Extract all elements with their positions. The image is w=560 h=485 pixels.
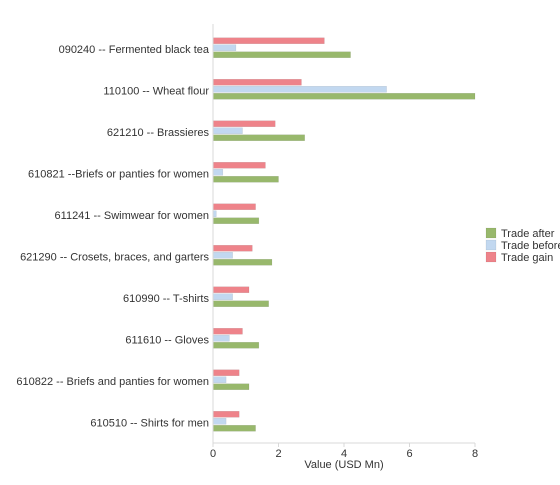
bar-trade-gain[interactable] [212, 37, 325, 44]
bar-trade-before[interactable] [212, 376, 227, 383]
legend-swatch-trade-after[interactable] [485, 227, 497, 239]
legend-swatch-trade-gain[interactable] [485, 251, 497, 263]
legend-swatch-trade-before[interactable] [485, 239, 497, 251]
bar-trade-gain[interactable] [212, 203, 256, 210]
x-tick-label: 8 [472, 448, 478, 460]
bar-trade-before[interactable] [212, 293, 233, 300]
bar-trade-gain[interactable] [212, 369, 240, 376]
category-label: 110100 -- Wheat flour [103, 85, 209, 97]
bar-trade-after[interactable] [212, 93, 476, 100]
category-label: 090240 -- Fermented black tea [59, 44, 210, 56]
category-label: 610990 -- T-shirts [123, 293, 210, 305]
bar-trade-after[interactable] [212, 51, 351, 58]
category-label: 610822 -- Briefs and panties for women [16, 376, 209, 388]
legend-label-trade-gain[interactable]: Trade gain [501, 252, 553, 264]
x-tick-label: 4 [341, 448, 347, 460]
x-tick-label: 0 [210, 448, 216, 460]
bar-trade-after[interactable] [212, 176, 279, 183]
bar-trade-after[interactable] [212, 425, 256, 432]
bar-trade-gain[interactable] [212, 411, 240, 418]
bar-trade-gain[interactable] [212, 245, 253, 252]
bar-trade-before[interactable] [212, 418, 227, 425]
bar-trade-before[interactable] [212, 169, 224, 176]
category-label: 610510 -- Shirts for men [90, 417, 209, 429]
bar-trade-gain[interactable] [212, 79, 302, 86]
bar-trade-before[interactable] [212, 86, 387, 93]
bar-trade-after[interactable] [212, 383, 250, 390]
category-label: 621290 -- Crosets, braces, and garters [20, 251, 209, 263]
category-label: 621210 -- Brassieres [107, 127, 210, 139]
bar-trade-after[interactable] [212, 300, 269, 307]
category-label: 611610 -- Gloves [125, 334, 209, 346]
x-tick-label: 2 [275, 448, 281, 460]
bar-trade-after[interactable] [212, 217, 260, 224]
bar-trade-before[interactable] [212, 252, 233, 259]
legend-label-trade-before[interactable]: Trade before [501, 240, 560, 252]
bar-trade-gain[interactable] [212, 162, 266, 169]
category-label: 611241 -- Swimwear for women [55, 210, 209, 222]
bar-trade-gain[interactable] [212, 328, 243, 335]
bar-trade-before[interactable] [212, 44, 237, 51]
bar-trade-gain[interactable] [212, 120, 276, 127]
bar-trade-after[interactable] [212, 134, 305, 141]
bar-trade-after[interactable] [212, 342, 260, 349]
x-axis-title: Value (USD Mn) [304, 459, 383, 471]
legend-label-trade-after[interactable]: Trade after [501, 228, 555, 240]
category-label: 610821 --Briefs or panties for women [28, 168, 209, 180]
bar-trade-gain[interactable] [212, 286, 250, 293]
bar-trade-before[interactable] [212, 127, 243, 134]
bar-trade-before[interactable] [212, 335, 230, 342]
bar-trade-after[interactable] [212, 259, 273, 266]
x-tick-label: 6 [406, 448, 412, 460]
